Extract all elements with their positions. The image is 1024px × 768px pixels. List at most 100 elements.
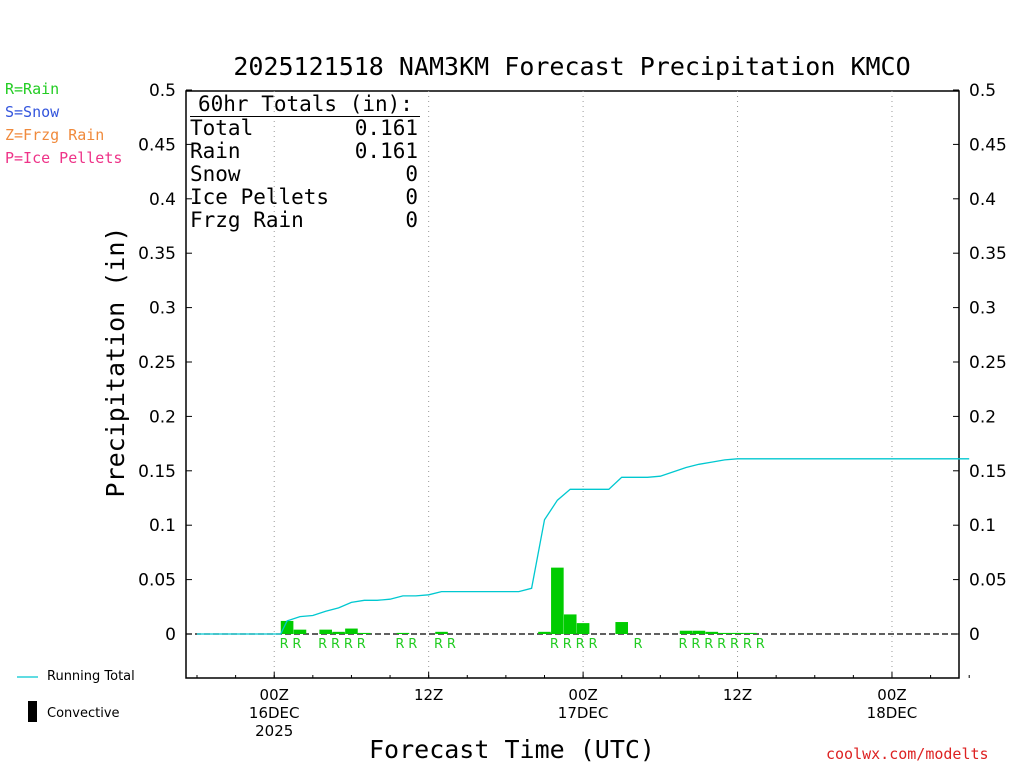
ptype-legend-frzg: Z=Frzg Rain [5,126,105,144]
ptype-marker: R [704,637,713,652]
totals-row: Rain 0.161 [190,140,418,163]
convective-bar [744,632,757,634]
totals-box: 60hr Totals (in): Total 0.161 Rain 0.161 Sno… [190,93,420,232]
ptype-marker: R [344,637,353,652]
ptype-marker: R [331,637,340,652]
totals-row-value: 0 [405,185,418,209]
x-tick-label: 00Z [877,686,906,704]
convective-bar [435,631,448,634]
credit-text: coolwx.com/modelts [826,745,989,763]
ptype-marker: R [756,637,765,652]
x-tick-label: 16DEC [249,704,300,722]
y-tick-label-left: 0.05 [138,571,176,591]
ptype-marker: R [691,637,700,652]
ptype-legend-snow: S=Snow [5,103,60,121]
ptype-marker: R [550,637,559,652]
y-tick-label-right: 0.1 [969,516,996,536]
ptype-marker: R [318,637,327,652]
ptype-marker: R [633,637,642,652]
convective-bar [551,567,564,634]
running-total-legend-label: Running Total [47,669,135,684]
totals-row: Frzg Rain 0 [190,209,418,232]
convective-bar [705,631,719,634]
ptype-marker: R [357,637,366,652]
ptype-marker: R [434,637,443,652]
convective-bar [692,630,706,634]
y-tick-label-left: 0.3 [149,299,176,319]
x-tick-label: 18DEC [867,704,918,722]
convective-bar [563,614,577,634]
totals-rows: Total 0.161 Rain 0.161 Snow 0 Ice Pellets 0 Frzg… [190,117,420,232]
ptype-marker: R [588,637,597,652]
ptype-marker: R [717,637,726,652]
convective-legend-label: Convective [47,706,120,721]
x-tick-label: 00Z [260,686,289,704]
convective-bars [280,567,757,634]
ptype-marker: R [576,637,585,652]
totals-row-label: Total [190,116,254,140]
convective-legend-swatch [28,701,37,722]
ptype-marker: R [292,637,301,652]
convective-bar [718,632,731,634]
y-tick-label-right: 0.45 [969,135,1007,155]
ptype-marker: R [730,637,739,652]
y-tick-label-right: 0.25 [969,353,1007,373]
y-axis-label: Precipitation (in) [101,227,130,498]
y-tick-label-left: 0.5 [149,81,176,101]
totals-row-label: Snow [190,162,241,186]
totals-row-label: Rain [190,139,241,163]
convective-bar [679,630,693,634]
axis-ticks [186,89,970,678]
totals-row: Snow 0 [190,163,418,186]
convective-bar [576,623,590,634]
plot-frame [185,90,960,679]
y-tick-label-right: 0.15 [969,462,1007,482]
ptype-marker: R [679,637,688,652]
y-tick-label-left: 0.4 [149,190,176,210]
x-tick-label: 12Z [723,686,752,704]
convective-bar [615,622,629,634]
convective-bar [280,620,294,634]
totals-header: 60hr Totals (in): [190,93,420,117]
totals-row-value: 0 [405,162,418,186]
convective-bar [345,628,358,634]
x-axis-label: Forecast Time (UTC) [369,735,655,764]
ptype-marker: R [280,637,289,652]
y-tick-label-right: 0.05 [969,571,1007,591]
ptype-marker: R [395,637,404,652]
convective-bar [332,631,345,634]
ptype-legend-pellets: P=Ice Pellets [5,149,123,167]
ptype-marker: R [563,637,572,652]
totals-row-label: Frzg Rain [190,208,304,232]
convective-bar [731,632,744,634]
y-tick-label-right: 0.3 [969,299,996,319]
convective-bar [358,632,371,634]
ptype-marker: R [743,637,752,652]
y-tick-label-left: 0.25 [138,353,176,373]
running-total-line [197,458,970,635]
x-tick-label: 2025 [255,722,293,740]
convective-bar [538,631,551,634]
x-tick-label: 00Z [568,686,597,704]
chart-title: 2025121518 NAM3KM Forecast Precipitation… [233,52,910,81]
convective-bar [293,629,307,634]
y-tick-label-left: 0 [165,625,176,645]
y-tick-label-right: 0.4 [969,190,996,210]
totals-row: Ice Pellets 0 [190,186,418,209]
ptype-marker: R [447,637,456,652]
x-tick-label: 12Z [414,686,443,704]
y-tick-label-left: 0.15 [138,462,176,482]
y-tick-label-left: 0.2 [149,407,176,427]
y-tick-labels: 0.5 0.5 0.45 0.45 0.4 0.4 0.35 0.35 0.3 0.3 0.25 0.… [138,81,1007,645]
convective-bar [396,632,410,634]
totals-row-label: Ice Pellets [190,185,330,209]
totals-row: Total 0.161 [190,117,418,140]
totals-row-value: 0.161 [354,116,418,140]
y-tick-label-left: 0.35 [138,244,176,264]
y-tick-label-left: 0.45 [138,135,176,155]
y-tick-label-right: 0 [969,625,980,645]
y-tick-label-right: 0.5 [969,81,996,101]
ptype-legend-rain: R=Rain [5,80,60,98]
